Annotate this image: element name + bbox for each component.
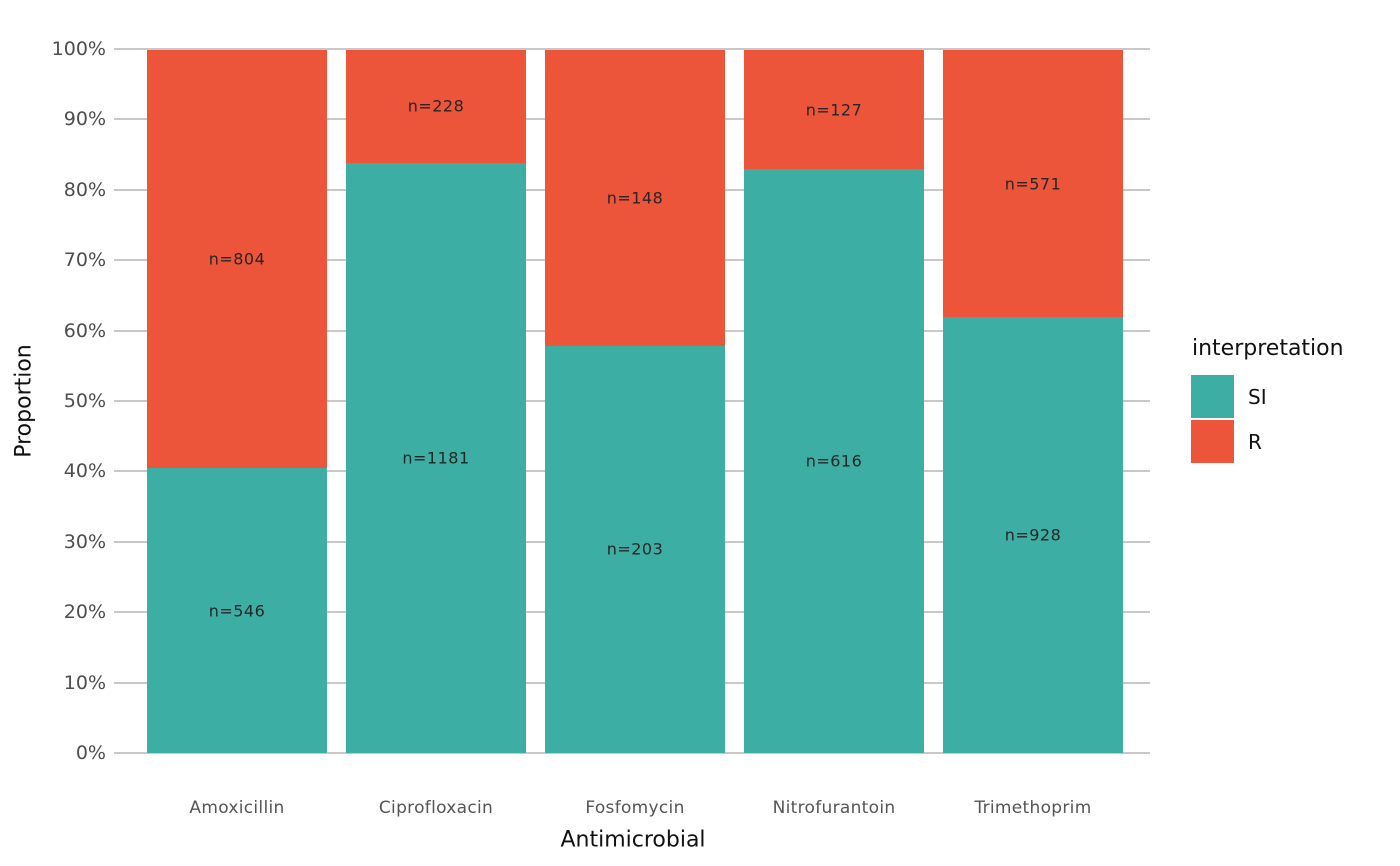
legend-item-si: SI [1191,375,1344,418]
legend-item-r: R [1191,420,1344,463]
y-tick-label: 30% [63,530,106,553]
bar-label-si-fosfomycin: n=203 [606,539,664,559]
legend-title: interpretation [1192,336,1344,361]
gridline [114,752,1150,754]
bar-label-si-trimethoprim: n=928 [1004,525,1062,545]
bar-segment-si-ciprofloxacin [346,162,526,753]
bar-label-r-amoxicillin: n=804 [208,249,266,269]
y-tick-label: 90% [63,108,106,131]
bar-segment-si-amoxicillin [147,468,327,753]
bar-segment-r-ciprofloxacin [346,50,526,163]
legend-label-r: R [1248,429,1262,454]
category-label-amoxicillin: Amoxicillin [189,798,285,818]
bar-segment-r-fosfomycin [545,50,725,346]
bar-label-si-ciprofloxacin: n=1181 [402,448,470,468]
y-tick-label: 80% [63,178,106,201]
y-tick-label: 20% [63,601,106,624]
legend: interpretation SI R [1191,337,1344,465]
y-tick-label: 100% [51,38,106,60]
y-tick-label: 50% [63,390,106,412]
bar-label-si-nitrofurantoin: n=616 [805,451,863,471]
bar-segment-r-amoxicillin [147,50,327,469]
y-tick-label: 10% [63,671,106,694]
legend-key-si-swatch [1191,375,1234,418]
y-tick-label: 40% [63,460,106,483]
bar-label-r-nitrofurantoin: n=127 [805,100,863,120]
legend-items: SI R [1191,375,1344,463]
x-axis-title: Antimicrobial [560,827,706,853]
bar-label-si-amoxicillin: n=546 [208,601,266,621]
legend-label-si: SI [1248,384,1267,409]
y-tick-label: 0% [75,742,106,764]
bar-segment-r-nitrofurantoin [744,50,924,170]
bar-segment-si-trimethoprim [943,317,1123,753]
category-label-fosfomycin: Fosfomycin [585,798,685,818]
y-axis-title: Proportion [11,344,37,458]
gridline [114,48,1150,50]
legend-key-r-swatch [1191,420,1234,463]
y-tick-label: 70% [63,249,106,272]
category-label-ciprofloxacin: Ciprofloxacin [378,798,494,818]
bar-label-r-ciprofloxacin: n=228 [407,96,465,116]
bar-segment-si-nitrofurantoin [744,169,924,753]
y-tick-label: 60% [63,319,106,342]
bar-segment-r-trimethoprim [943,50,1123,318]
bar-label-r-fosfomycin: n=148 [606,188,664,208]
bar-label-r-trimethoprim: n=571 [1004,174,1062,194]
category-label-trimethoprim: Trimethoprim [974,798,1092,818]
category-label-nitrofurantoin: Nitrofurantoin [772,798,896,818]
bar-segment-si-fosfomycin [545,345,725,753]
